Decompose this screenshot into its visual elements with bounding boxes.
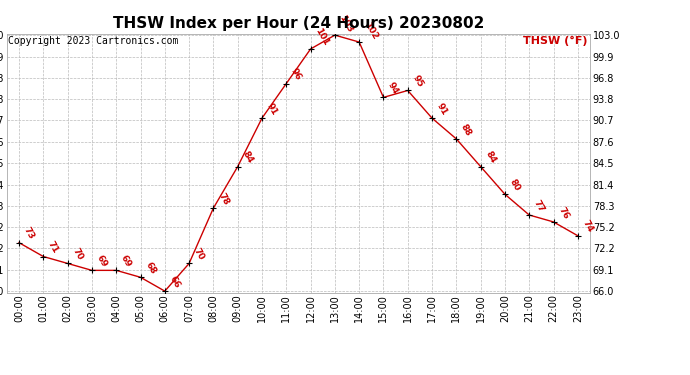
Text: 101: 101 <box>313 27 331 48</box>
Text: 80: 80 <box>508 178 522 193</box>
Text: 69: 69 <box>95 254 109 269</box>
Text: 95: 95 <box>411 74 424 89</box>
Text: 66: 66 <box>168 274 181 290</box>
Text: 73: 73 <box>22 226 36 241</box>
Text: 74: 74 <box>580 219 595 234</box>
Text: 70: 70 <box>192 247 206 262</box>
Text: 88: 88 <box>459 122 473 138</box>
Text: 103: 103 <box>337 13 355 34</box>
Title: THSW Index per Hour (24 Hours) 20230802: THSW Index per Hour (24 Hours) 20230802 <box>112 16 484 31</box>
Text: 94: 94 <box>386 81 400 96</box>
Text: 69: 69 <box>119 254 133 269</box>
Text: Copyright 2023 Cartronics.com: Copyright 2023 Cartronics.com <box>8 36 179 46</box>
Text: 76: 76 <box>556 205 571 220</box>
Text: 70: 70 <box>70 247 84 262</box>
Text: 84: 84 <box>241 150 255 165</box>
Text: 78: 78 <box>216 191 230 207</box>
Text: 77: 77 <box>532 198 546 214</box>
Text: 96: 96 <box>289 67 303 82</box>
Text: 84: 84 <box>484 150 497 165</box>
Text: 91: 91 <box>265 101 279 117</box>
Text: 102: 102 <box>362 20 379 40</box>
Text: 68: 68 <box>144 261 157 276</box>
Text: 71: 71 <box>46 240 60 255</box>
Text: THSW (°F): THSW (°F) <box>522 36 587 46</box>
Text: 91: 91 <box>435 101 449 117</box>
